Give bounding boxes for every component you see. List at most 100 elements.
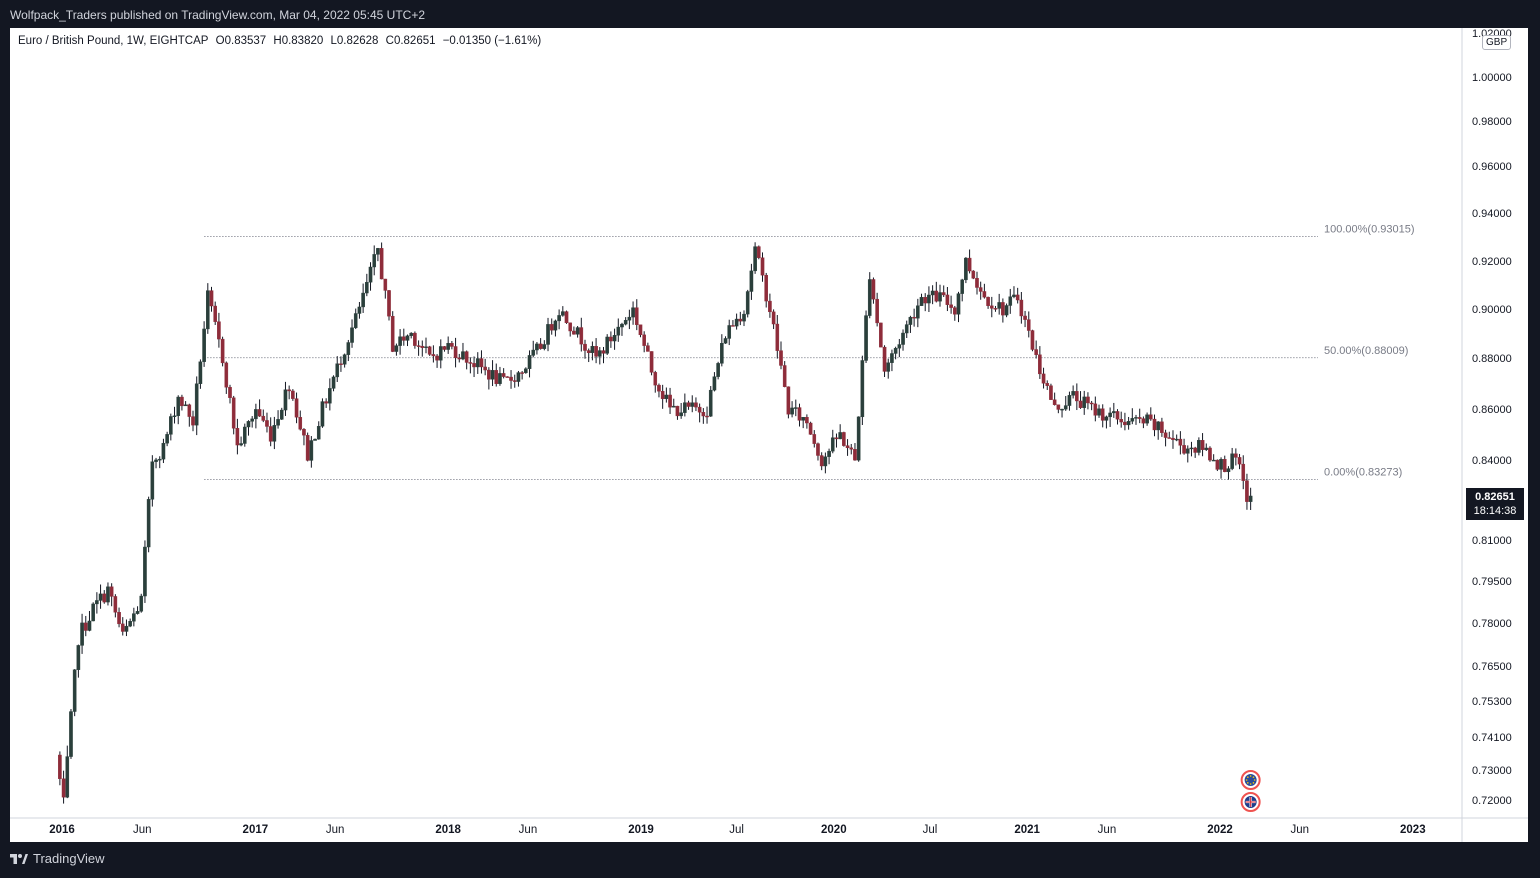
candle-down[interactable] bbox=[1052, 399, 1057, 405]
candle-down[interactable] bbox=[291, 390, 295, 399]
candle-up[interactable] bbox=[328, 388, 332, 404]
candle-up[interactable] bbox=[98, 593, 103, 601]
candle-up[interactable] bbox=[1126, 421, 1131, 426]
candle-up[interactable] bbox=[157, 458, 162, 461]
candle-up[interactable] bbox=[313, 438, 317, 441]
candle-up[interactable] bbox=[1097, 408, 1101, 416]
candle-up[interactable] bbox=[1108, 412, 1112, 418]
candle-up[interactable] bbox=[864, 315, 868, 361]
candle-down[interactable] bbox=[1237, 457, 1242, 465]
candle-down[interactable] bbox=[224, 362, 229, 388]
candle-up[interactable] bbox=[1060, 408, 1064, 411]
candle-up[interactable] bbox=[206, 290, 210, 330]
candle-up[interactable] bbox=[597, 350, 602, 357]
candle-up[interactable] bbox=[1248, 495, 1253, 502]
candle-down[interactable] bbox=[912, 316, 916, 319]
candle-down[interactable] bbox=[845, 445, 850, 449]
candle-down[interactable] bbox=[509, 376, 513, 381]
candle-down[interactable] bbox=[705, 415, 709, 418]
candle-down[interactable] bbox=[468, 362, 473, 364]
candle-up[interactable] bbox=[964, 257, 968, 281]
candle-up[interactable] bbox=[132, 613, 136, 622]
candle-up[interactable] bbox=[1197, 440, 1201, 453]
candle-up[interactable] bbox=[394, 345, 399, 352]
candle-down[interactable] bbox=[109, 586, 114, 597]
candle-down[interactable] bbox=[209, 290, 214, 307]
candle-down[interactable] bbox=[586, 350, 591, 354]
candle-up[interactable] bbox=[867, 279, 872, 316]
candle-down[interactable] bbox=[1038, 354, 1042, 375]
candle-down[interactable] bbox=[760, 257, 765, 276]
uk-event-flag-icon[interactable] bbox=[1240, 792, 1261, 812]
candle-down[interactable] bbox=[420, 345, 425, 348]
candle-up[interactable] bbox=[87, 620, 92, 631]
candle-down[interactable] bbox=[1208, 447, 1212, 461]
candle-down[interactable] bbox=[945, 294, 950, 305]
candle-down[interactable] bbox=[324, 401, 328, 404]
candle-down[interactable] bbox=[187, 404, 192, 417]
candle-up[interactable] bbox=[664, 394, 669, 400]
candle-down[interactable] bbox=[757, 246, 761, 258]
candle-up[interactable] bbox=[823, 456, 828, 467]
candle-down[interactable] bbox=[842, 432, 846, 446]
candle-down[interactable] bbox=[483, 366, 487, 371]
candle-down[interactable] bbox=[697, 406, 702, 413]
candle-down[interactable] bbox=[442, 346, 447, 350]
candle-down[interactable] bbox=[231, 397, 236, 429]
candle-up[interactable] bbox=[475, 358, 480, 368]
candle-down[interactable] bbox=[117, 612, 121, 625]
candle-down[interactable] bbox=[1178, 438, 1183, 446]
candle-up[interactable] bbox=[139, 595, 144, 612]
candle-down[interactable] bbox=[694, 402, 698, 408]
candle-down[interactable] bbox=[808, 422, 813, 435]
candle-up[interactable] bbox=[350, 327, 354, 343]
candle-up[interactable] bbox=[368, 266, 373, 283]
candle-down[interactable] bbox=[479, 358, 484, 368]
candle-down[interactable] bbox=[339, 363, 343, 365]
candle-down[interactable] bbox=[819, 455, 824, 467]
candle-down[interactable] bbox=[834, 437, 839, 440]
candle-down[interactable] bbox=[416, 345, 421, 347]
candle-up[interactable] bbox=[856, 416, 861, 461]
candle-down[interactable] bbox=[464, 351, 469, 363]
candle-down[interactable] bbox=[1141, 418, 1146, 424]
candle-up[interactable] bbox=[283, 389, 288, 411]
candle-down[interactable] bbox=[1123, 421, 1127, 426]
chart-pane[interactable] bbox=[10, 28, 1528, 842]
candle-up[interactable] bbox=[745, 291, 750, 315]
candle-up[interactable] bbox=[612, 335, 617, 342]
candle-down[interactable] bbox=[435, 355, 439, 361]
candle-down[interactable] bbox=[642, 334, 646, 346]
candle-down[interactable] bbox=[501, 373, 506, 377]
candle-down[interactable] bbox=[686, 402, 691, 407]
candle-up[interactable] bbox=[830, 437, 835, 452]
candle-up[interactable] bbox=[1130, 418, 1135, 422]
eu-event-flag-icon[interactable] bbox=[1240, 770, 1261, 790]
candle-up[interactable] bbox=[239, 443, 243, 446]
candle-up[interactable] bbox=[827, 450, 831, 457]
candle-down[interactable] bbox=[660, 391, 665, 400]
candle-up[interactable] bbox=[353, 313, 358, 328]
candle-down[interactable] bbox=[1167, 437, 1172, 439]
candle-up[interactable] bbox=[202, 328, 206, 362]
candle-down[interactable] bbox=[657, 384, 661, 392]
candle-up[interactable] bbox=[1145, 414, 1149, 424]
candle-up[interactable] bbox=[927, 294, 931, 304]
candle-up[interactable] bbox=[376, 248, 380, 255]
candle-down[interactable] bbox=[989, 305, 994, 309]
candle-up[interactable] bbox=[590, 346, 595, 354]
candle-up[interactable] bbox=[161, 442, 166, 460]
candle-down[interactable] bbox=[564, 311, 569, 324]
candle-up[interactable] bbox=[242, 426, 247, 444]
candle-down[interactable] bbox=[731, 325, 735, 327]
candle-down[interactable] bbox=[668, 394, 672, 408]
candle-down[interactable] bbox=[472, 363, 476, 368]
candle-down[interactable] bbox=[993, 308, 998, 310]
candle-down[interactable] bbox=[638, 324, 643, 336]
candle-up[interactable] bbox=[793, 407, 798, 409]
candle-up[interactable] bbox=[254, 409, 258, 420]
candle-up[interactable] bbox=[128, 621, 132, 627]
candle-up[interactable] bbox=[904, 324, 909, 334]
candle-up[interactable] bbox=[616, 326, 621, 336]
candle-down[interactable] bbox=[779, 350, 783, 366]
